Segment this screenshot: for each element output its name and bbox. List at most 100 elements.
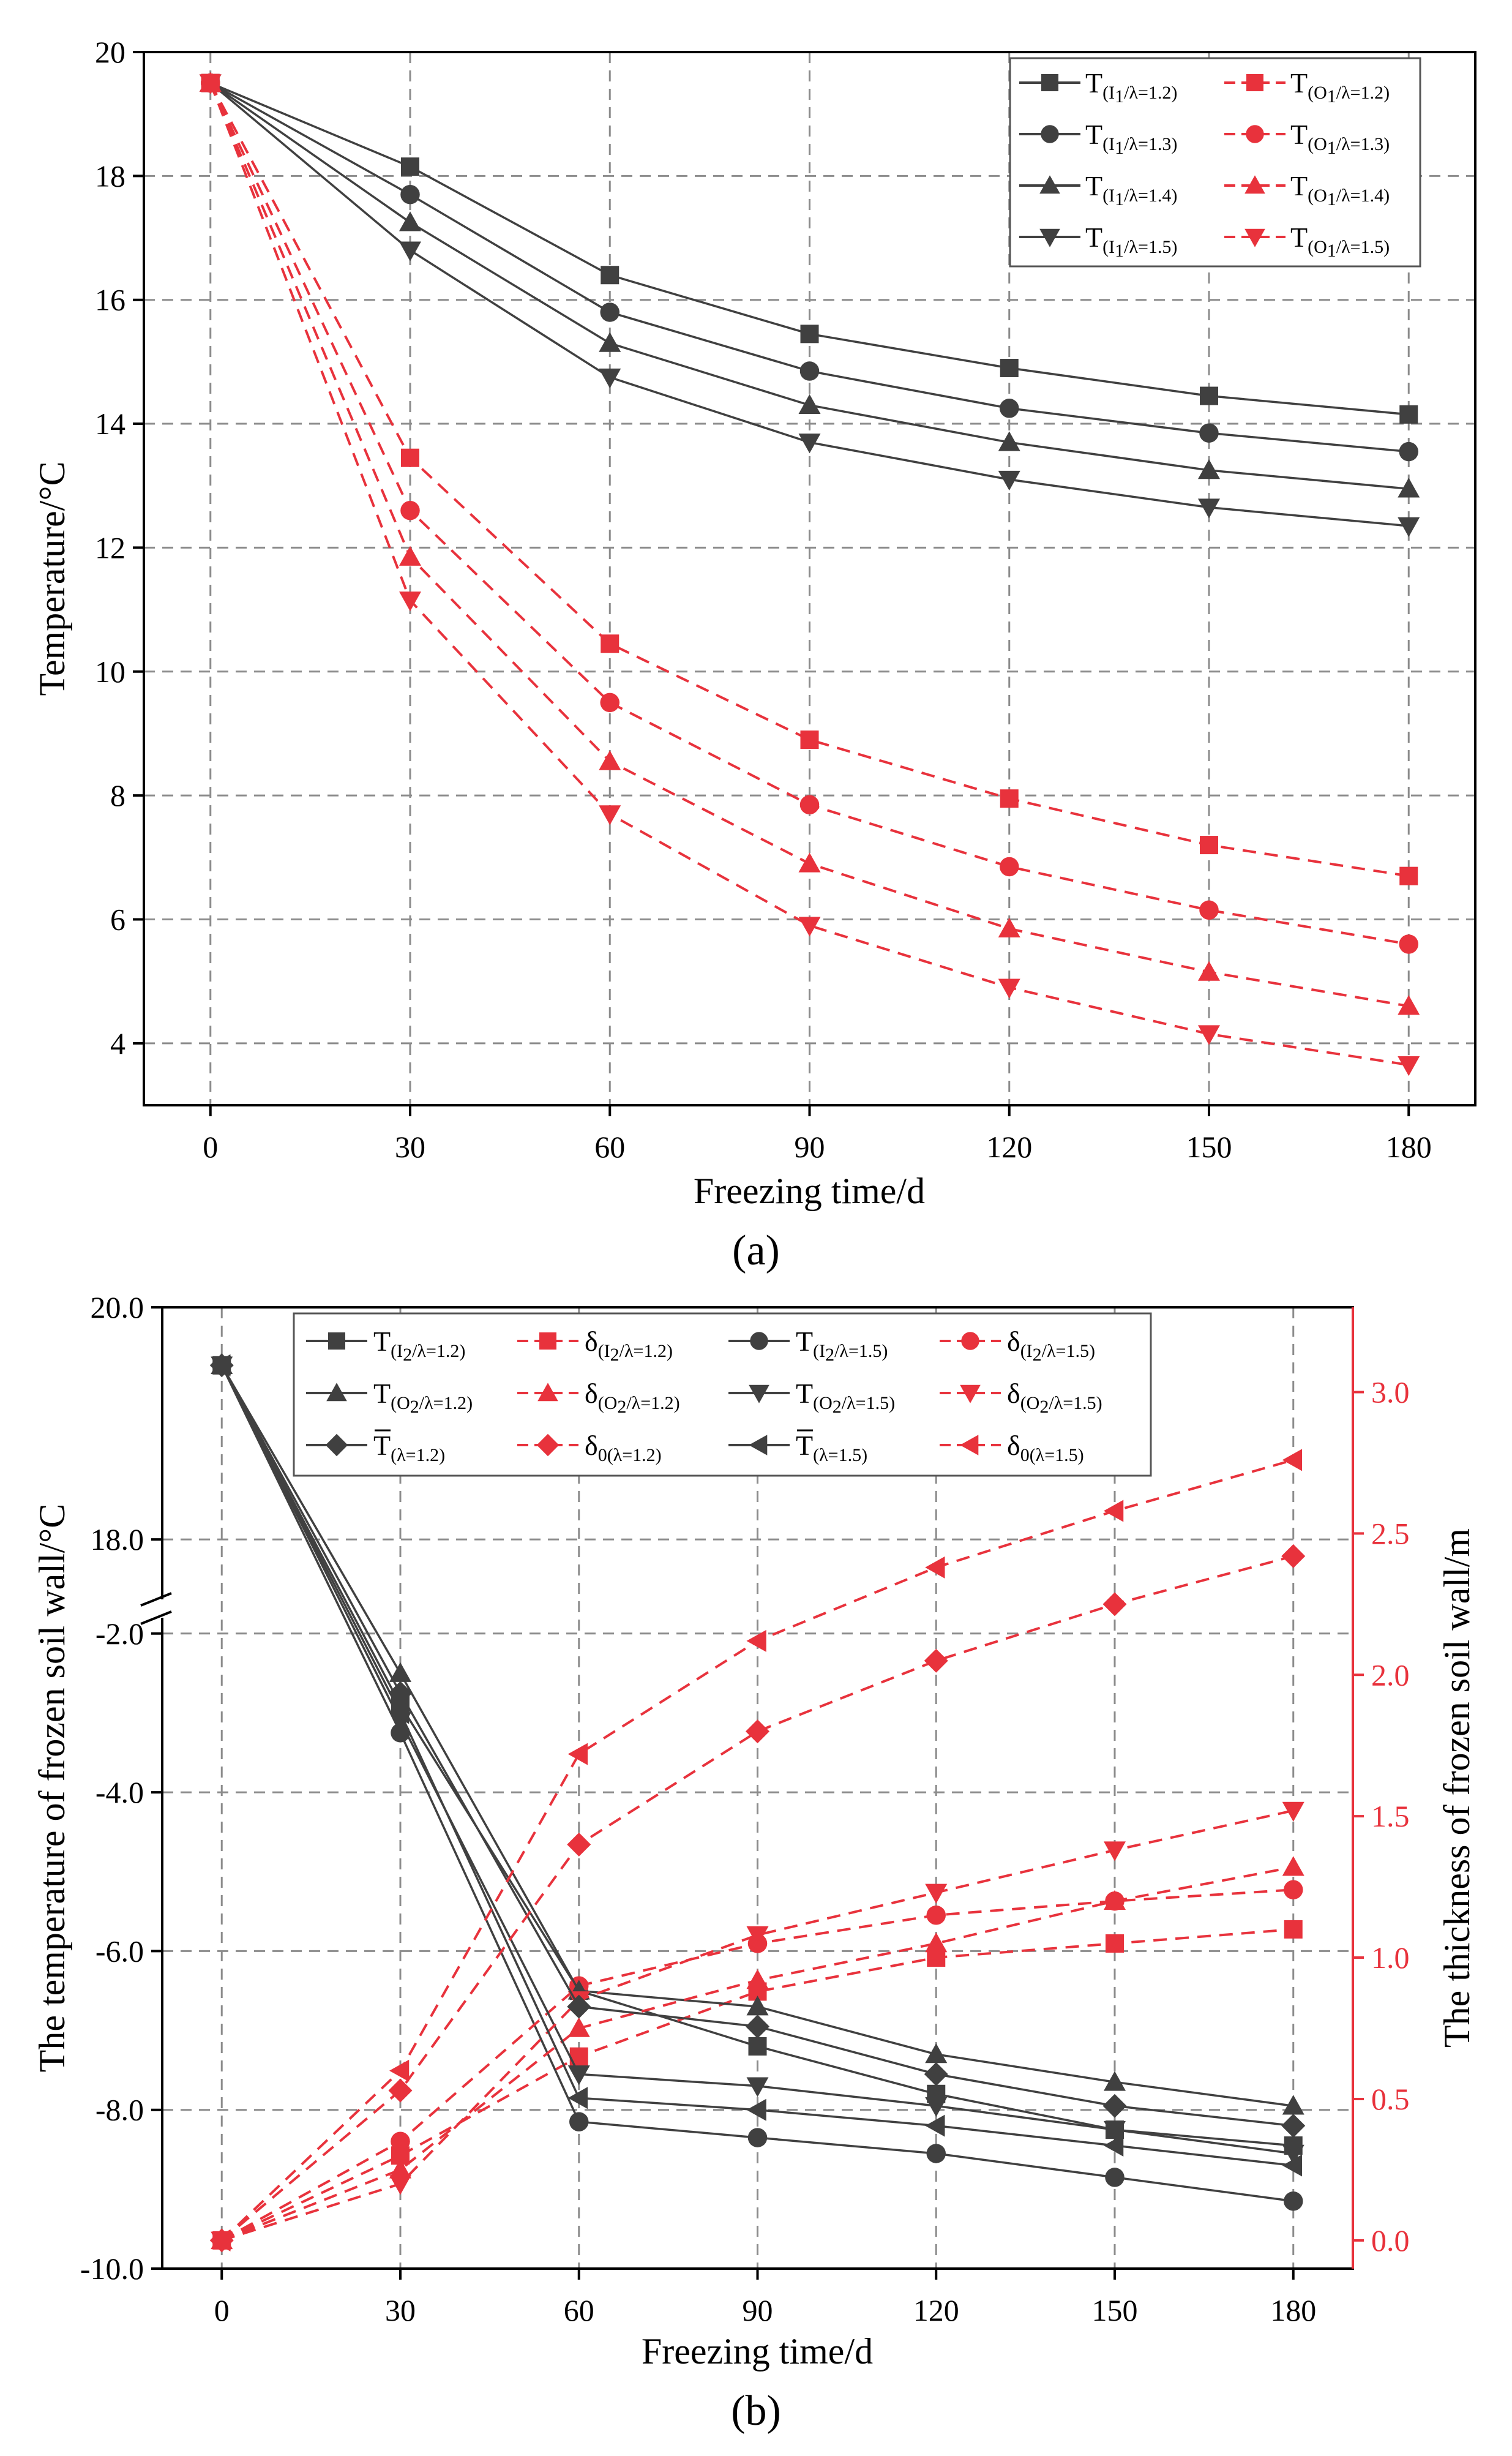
panel-a-point-6-4 [998,917,1020,937]
panel-b-point-10-0 [211,1354,231,1376]
panel-b-point-1-6 [1284,1920,1303,1939]
panel-a-ytick-label-4: 12 [95,530,125,565]
panel-a-ytick-label-0: 4 [110,1026,125,1061]
panel-a-point-1-4 [1000,399,1019,418]
panel-b-point-5-1 [389,2158,411,2179]
panel-b-point-10-3 [746,2098,766,2121]
panel-a-ytick-label-8: 20 [95,35,125,69]
panel-a-point-5-4 [1000,857,1019,877]
legend-label-a6: T(O1/λ=1.4) [1290,170,1390,209]
panel-a-point-7-6 [1398,1056,1420,1076]
panel-b-legend-marker-3 [961,1332,979,1350]
panel-a-x-axis-label: Freezing time/d [694,1171,925,1211]
panel-b-ytick-label-1: -8.0 [95,2093,144,2127]
panel-a-xtick-label-5: 150 [1186,1130,1232,1164]
panel-a-point-5-2 [600,693,619,713]
legend-label-b0: T(I2/λ=1.2) [373,1326,465,1365]
panel-a-point-3-5 [1198,498,1220,519]
panel-a-xtick-label-4: 120 [986,1130,1032,1164]
panel-a-point-4-6 [1399,866,1418,885]
panel-a-legend-marker-6 [1244,175,1265,194]
panel-b-ytick-label-6: 20.0 [91,1290,144,1324]
panel-b-point-6-6 [1282,2144,1304,2165]
panel-a-point-6-3 [798,852,821,873]
panel-b-point-2-4 [926,2144,946,2163]
panel-b-point-2-5 [1105,2168,1125,2187]
legend-label-a0: T(I1/λ=1.2) [1085,67,1177,107]
panel-a-ytick-label-1: 6 [110,902,125,936]
panel-a-point-5-1 [400,500,420,520]
panel-b-legend-marker-11 [960,1435,979,1455]
panel-b-break-slash-1 [140,1592,172,1607]
panel-a-point-7-3 [798,917,821,937]
panel-b-xtick-label-4: 120 [913,2293,959,2327]
panel-b-legend-marker-8 [325,1433,348,1457]
panel-b-y2tick-label-5: 2.5 [1371,1516,1410,1550]
panel-a-point-5-5 [1199,900,1219,920]
panel-b-point-9-5 [1102,1592,1127,1617]
panel-b-point-11-6 [1282,1449,1302,1471]
panel-b-point-0-3 [748,2037,767,2056]
panel-b-point-11-5 [1104,1500,1124,1522]
panel-b-y-axis-label: The temperature of frozen soil wall/°C [32,1504,72,2073]
legend-label-b3: δ(I2/λ=1.5) [1007,1326,1095,1365]
panel-b-legend-box [293,1312,1152,1477]
panel-b-point-11-4 [925,1556,945,1579]
panel-b-point-3-1 [391,2131,410,2151]
legend-label-b9: δ0(λ=1.2) [585,1430,662,1465]
legend-label-b4: T(O2/λ=1.2) [373,1378,473,1417]
panel-b-y2tick-label-4: 2.0 [1371,1658,1410,1692]
panel-b-right-axis-label: The thickness of frozen soil wall/m [1437,1528,1477,2048]
panel-a-point-4-4 [1000,789,1019,808]
panel-b-point-2-2 [569,2112,589,2131]
panel-b-point-4-4 [925,2043,948,2064]
panel-a-point-1-2 [600,302,619,322]
panel-b-series-8 [209,1353,1306,2138]
panel-b-point-7-1 [389,2175,411,2195]
panel-b-point-4-5 [1104,2071,1126,2091]
panel-a-temperature-chart: 0 30 60 90 120 150 180 4 6 8 10 12 14 16 18 20 T(I1/λ=1… [32,35,1476,1274]
panel-b-legend-marker-2 [750,1332,768,1350]
panel-b-xtick-label-0: 0 [214,2293,230,2327]
panel-a-point-3-6 [1398,517,1420,537]
panel-b-caption: (b) [731,2387,781,2435]
panel-b-point-6-2 [567,2065,590,2086]
panel-a-xtick-label-3: 90 [795,1130,825,1164]
panel-b-point-4-1 [389,1662,411,1682]
panel-b-legend-marker-4 [326,1383,347,1402]
panel-b-point-8-6 [1281,2114,1306,2138]
panel-a-series-3 [199,74,1420,537]
panel-a-point-3-1 [399,241,421,261]
legend-label-a2: T(I1/λ=1.4) [1085,170,1177,209]
panel-b-break-slash-2 [140,1610,172,1625]
panel-a-point-2-2 [599,332,621,352]
panel-a-point-7-2 [599,805,621,825]
panel-a-point-2-3 [798,394,821,414]
panel-a-point-1-5 [1199,423,1219,443]
panel-b-point-2-1 [391,1723,410,1743]
panel-a-point-3-3 [798,434,821,454]
panel-a-point-5-3 [799,795,820,815]
legend-label-a3: T(I1/λ=1.5) [1085,222,1177,261]
panel-a-axes: 0 30 60 90 120 150 180 4 6 8 10 12 14 16 18 20 [95,35,1432,1164]
panel-b-point-5-5 [1104,1890,1126,1910]
panel-a-legend-box [1009,57,1421,268]
panel-a-point-7-4 [998,978,1020,999]
panel-b-point-9-6 [1281,1544,1306,1568]
panel-b-legend-marker-7 [960,1384,981,1403]
panel-b-point-10-5 [1104,2135,1124,2157]
panel-b-point-4-3 [746,1996,769,2016]
panel-a-ytick-label-2: 8 [110,778,125,813]
panel-b-xtick-label-5: 150 [1092,2293,1138,2327]
panel-b-point-11-2 [567,1743,588,1765]
panel-b-legend-marker-6 [749,1384,769,1403]
panel-b-y2tick-label-1: 0.5 [1371,2082,1410,2116]
panel-a-point-4-1 [401,448,419,467]
panel-b-legend-marker-1 [539,1332,556,1350]
panel-a-point-1-3 [799,361,820,381]
panel-b-point-2-6 [1284,2191,1303,2211]
panel-b-legend: T(I2/λ=1.2) δ(I2/λ=1.2) T(I2/λ=1.5) δ(I2/λ=… [293,1312,1152,1477]
panel-a-series [199,72,1420,1076]
panel-b-ytick-label-3: -4.0 [95,1775,144,1809]
